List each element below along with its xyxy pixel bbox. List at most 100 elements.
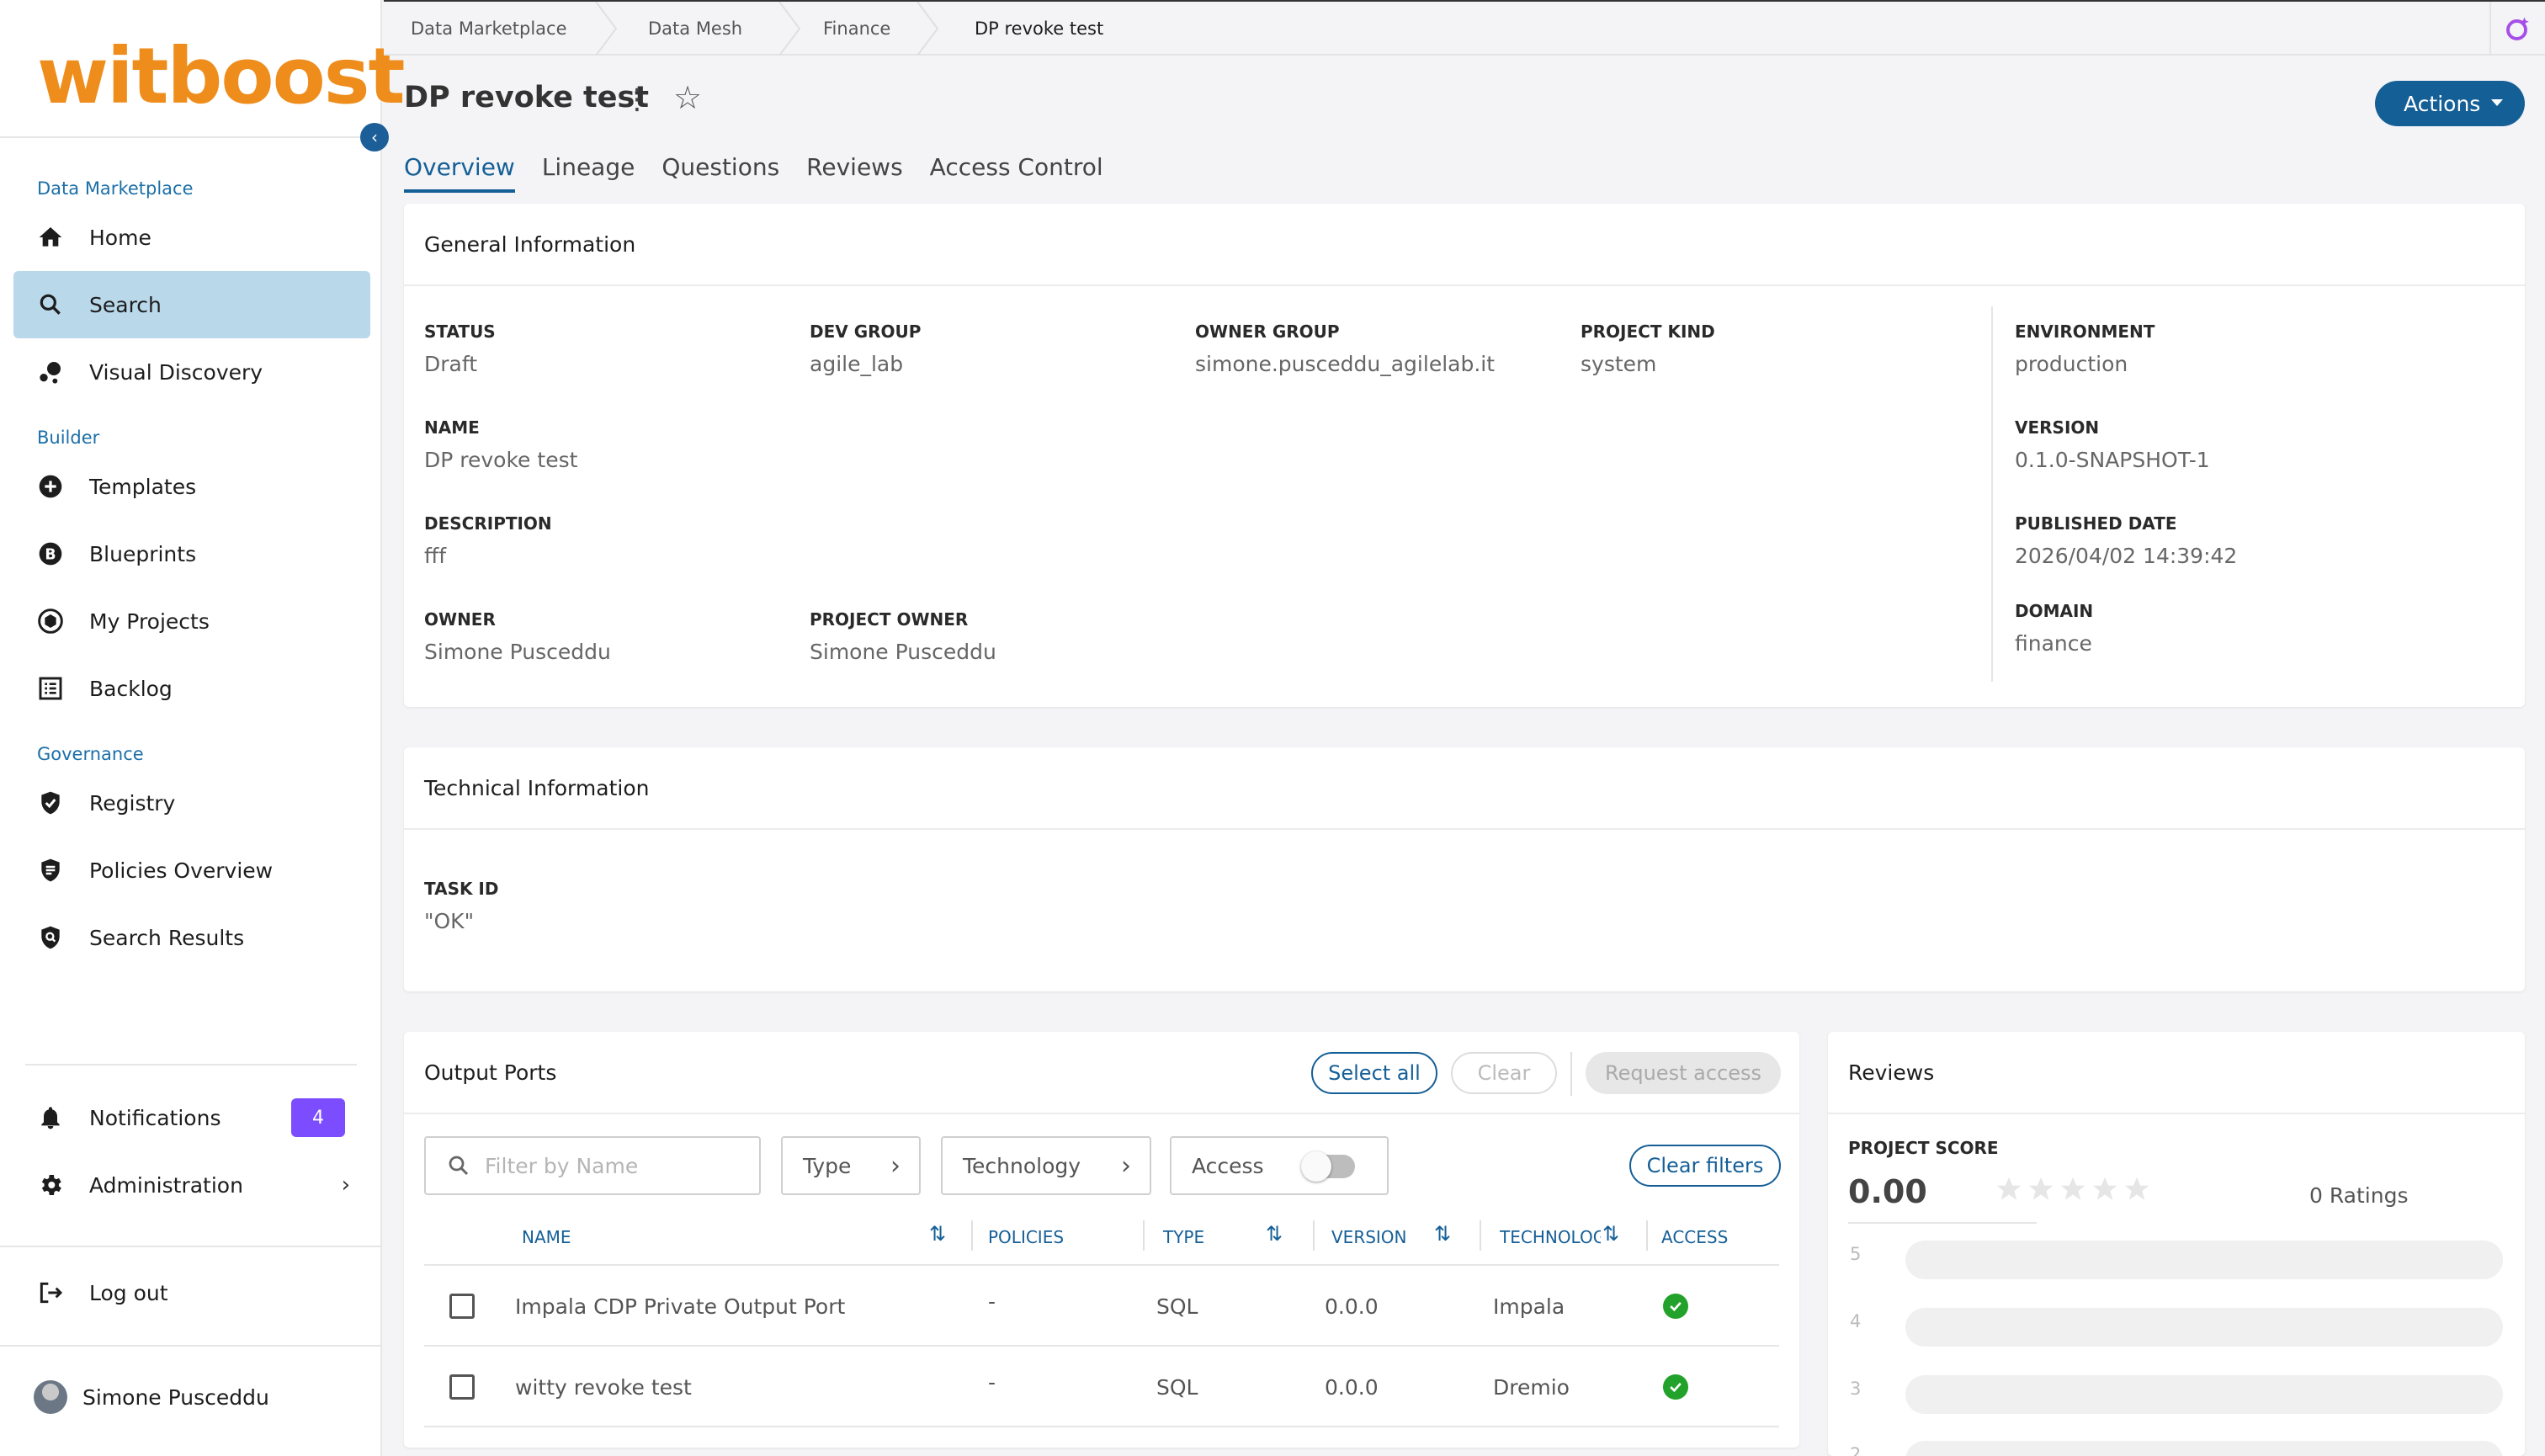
- favorite-star-icon[interactable]: ☆: [673, 79, 703, 116]
- search-icon: [35, 290, 66, 320]
- column-header-type[interactable]: TYPE: [1163, 1227, 1205, 1247]
- sidebar-item-search[interactable]: Search: [13, 271, 370, 338]
- blueprint-b-icon: B: [35, 539, 66, 569]
- column-divider: [1143, 1220, 1145, 1251]
- sidebar-item-registry[interactable]: Registry: [13, 769, 370, 837]
- witboost-logo[interactable]: witboost: [37, 31, 406, 121]
- project-owner-field: PROJECT OWNER Simone Pusceddu: [810, 609, 996, 664]
- row-checkbox[interactable]: [449, 1374, 475, 1400]
- environment-field: ENVIRONMENT production: [2015, 321, 2155, 376]
- type-filter-button[interactable]: Type ›: [781, 1136, 921, 1195]
- clear-filters-button[interactable]: Clear filters: [1629, 1145, 1781, 1187]
- user-profile[interactable]: Simone Pusceddu: [34, 1380, 269, 1414]
- sidebar-item-visual-discovery[interactable]: Visual Discovery: [13, 338, 370, 406]
- column-header-name[interactable]: NAME: [522, 1227, 571, 1247]
- table-divider: [424, 1345, 1779, 1347]
- sidebar-item-my-projects[interactable]: My Projects: [13, 587, 370, 655]
- column-header-technology[interactable]: TECHNOLOGY: [1500, 1227, 1601, 1247]
- sort-icon[interactable]: ⇅: [1602, 1222, 1620, 1246]
- actions-button[interactable]: Actions: [2375, 81, 2525, 126]
- sidebar-divider: [0, 1246, 382, 1247]
- sidebar-item-blueprints[interactable]: B Blueprints: [13, 520, 370, 587]
- dev-group-field: DEV GROUP agile_lab: [810, 321, 922, 376]
- breadcrumb: Data Marketplace Data Mesh Finance DP re…: [384, 0, 2545, 56]
- sidebar-item-notifications[interactable]: Notifications 4: [13, 1084, 370, 1151]
- gear-icon: [35, 1170, 66, 1200]
- caret-down-icon: [2491, 99, 2503, 106]
- row-checkbox[interactable]: [449, 1294, 475, 1319]
- owner-field: OWNER Simone Pusceddu: [424, 609, 611, 664]
- sort-icon[interactable]: ⇅: [1434, 1222, 1452, 1246]
- breadcrumb-current: DP revoke test: [975, 19, 1104, 39]
- tab-questions[interactable]: Questions: [661, 153, 780, 181]
- sidebar-item-label: Home: [89, 225, 151, 250]
- port-name[interactable]: Impala CDP Private Output Port: [515, 1294, 846, 1319]
- access-filter[interactable]: Access: [1170, 1136, 1389, 1195]
- sidebar-item-administration[interactable]: Administration ›: [13, 1151, 370, 1219]
- description-field: DESCRIPTION fff: [424, 513, 552, 568]
- clear-selection-button[interactable]: Clear: [1451, 1052, 1557, 1094]
- sort-icon[interactable]: ⇅: [1266, 1222, 1283, 1246]
- star-icon: [2060, 1177, 2085, 1200]
- avatar: [34, 1380, 67, 1414]
- assistant-icon: [2506, 17, 2529, 40]
- tab-lineage[interactable]: Lineage: [541, 153, 635, 181]
- breadcrumb-item[interactable]: Finance: [823, 19, 891, 39]
- column-header-access: ACCESS: [1661, 1227, 1729, 1247]
- home-icon: [35, 222, 66, 252]
- sidebar-item-templates[interactable]: Templates: [13, 453, 370, 520]
- score-underline: [1848, 1222, 2037, 1224]
- sort-icon[interactable]: ⇅: [929, 1222, 947, 1246]
- breadcrumb-separator: [778, 2, 801, 56]
- sidebar: witboost Data Marketplace Home Search Vi…: [0, 0, 406, 1456]
- access-granted-icon: [1663, 1294, 1688, 1319]
- sidebar-item-search-results[interactable]: Search Results: [13, 904, 370, 971]
- sidebar-item-label: Search Results: [89, 925, 245, 950]
- breadcrumb-item[interactable]: Data Mesh: [648, 19, 743, 39]
- sidebar-item-label: Visual Discovery: [89, 359, 263, 385]
- breadcrumb-item[interactable]: Data Marketplace: [411, 19, 567, 39]
- port-type: SQL: [1156, 1294, 1198, 1319]
- chevron-right-icon: ›: [890, 1150, 901, 1181]
- bubbles-icon: [35, 357, 66, 387]
- request-access-button[interactable]: Request access: [1586, 1052, 1781, 1094]
- more-options-button[interactable]: ⋮: [623, 82, 651, 116]
- section-title-builder: Builder: [37, 428, 100, 448]
- collapse-sidebar-button[interactable]: ‹: [360, 123, 389, 151]
- sidebar-divider: [0, 1345, 382, 1347]
- sidebar-item-label: My Projects: [89, 608, 210, 634]
- column-divider: [971, 1220, 973, 1251]
- card-title: Reviews: [1828, 1032, 2525, 1114]
- column-divider: [1313, 1220, 1315, 1251]
- star-icon: [2092, 1177, 2117, 1200]
- rating-bar-track: [1905, 1375, 2503, 1414]
- port-version: 0.0.0: [1325, 1294, 1379, 1319]
- output-ports-card: Output Ports: [404, 1032, 1799, 1448]
- port-name[interactable]: witty revoke test: [515, 1375, 692, 1400]
- sidebar-item-backlog[interactable]: Backlog: [13, 655, 370, 722]
- select-all-button[interactable]: Select all: [1311, 1052, 1437, 1094]
- search-icon: [449, 1156, 469, 1176]
- access-toggle[interactable]: [1301, 1151, 1355, 1182]
- logout-icon: [35, 1278, 66, 1308]
- sidebar-item-home[interactable]: Home: [13, 204, 370, 271]
- column-header-policies: POLICIES: [988, 1227, 1065, 1247]
- project-score-label: PROJECT SCORE: [1848, 1138, 1999, 1158]
- section-title-governance: Governance: [37, 744, 144, 764]
- task-id-field: TASK ID "OK": [424, 879, 499, 933]
- tab-access-control[interactable]: Access Control: [929, 153, 1103, 181]
- chevron-left-icon: ‹: [371, 127, 378, 147]
- tab-reviews[interactable]: Reviews: [806, 153, 903, 181]
- sidebar-item-logout[interactable]: Log out: [13, 1259, 370, 1326]
- chevron-right-icon: ›: [341, 1172, 350, 1198]
- filter-by-name-input[interactable]: Filter by Name: [424, 1136, 761, 1195]
- assistant-button[interactable]: [2489, 2, 2545, 56]
- tab-overview[interactable]: Overview: [404, 153, 515, 193]
- column-header-version[interactable]: VERSION: [1331, 1227, 1407, 1247]
- sidebar-item-policies-overview[interactable]: Policies Overview: [13, 837, 370, 904]
- rating-stars: [1995, 1175, 2151, 1204]
- port-type: SQL: [1156, 1375, 1198, 1400]
- technical-information-card: Technical Information TASK ID "OK": [404, 747, 2525, 991]
- technology-filter-button[interactable]: Technology ›: [941, 1136, 1151, 1195]
- sidebar-item-label: Blueprints: [89, 541, 197, 566]
